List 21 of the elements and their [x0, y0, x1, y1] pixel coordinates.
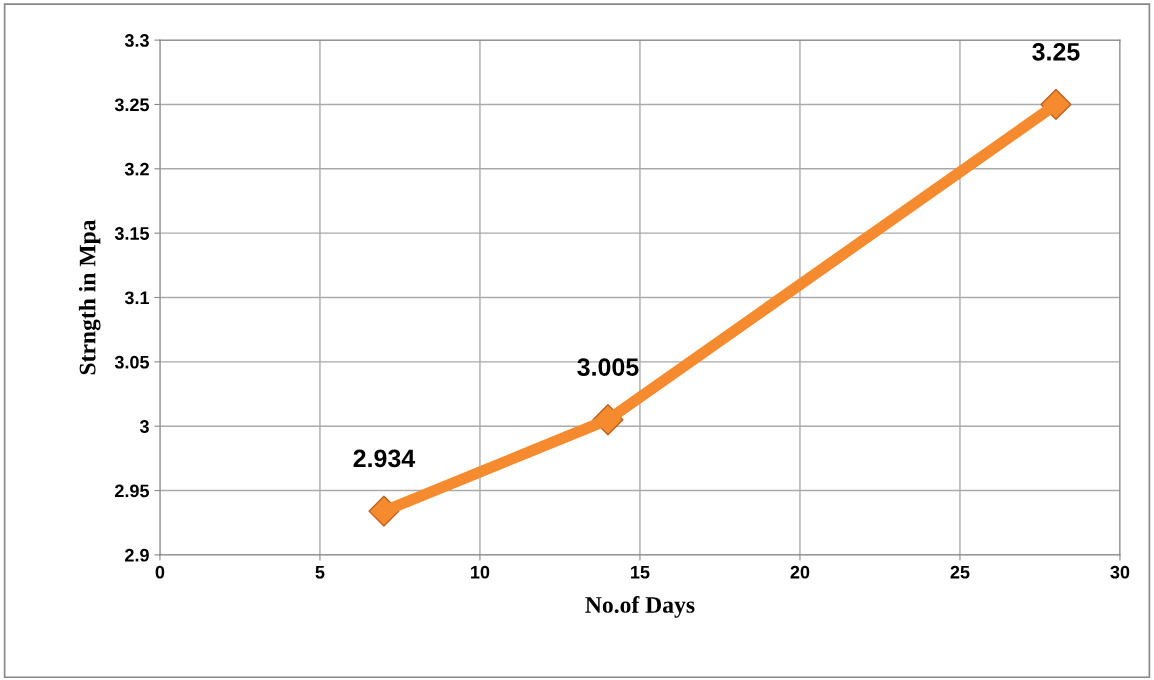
y-tick-label: 3.25: [114, 98, 150, 112]
y-tick-label: 3.15: [114, 227, 150, 240]
x-tick-label: 0: [155, 565, 165, 579]
y-tick-label: 2.9: [125, 548, 149, 562]
x-tick-label: 5: [315, 565, 325, 579]
y-tick-label: 3.2: [124, 162, 149, 176]
x-tick-label: 20: [790, 565, 810, 579]
data-label: 3.25: [1032, 42, 1080, 61]
y-tick-label: 3.1: [124, 291, 150, 305]
x-tick-label: 15: [631, 565, 650, 579]
x-tick-label: 25: [950, 565, 970, 579]
y-tick-label: 2.95: [115, 484, 150, 498]
x-tick-label: 10: [471, 565, 490, 579]
y-tick-label: 3: [139, 420, 149, 433]
y-tick-label: 3.3: [124, 34, 149, 47]
data-label: 2.934: [353, 449, 416, 468]
y-tick-label: 3.05: [114, 355, 150, 369]
x-axis-title: No.of Days: [585, 596, 695, 618]
x-tick-label: 30: [1110, 565, 1130, 579]
y-axis-title: Strngth in Mpa: [78, 219, 101, 375]
data-label: 3.005: [577, 358, 639, 376]
